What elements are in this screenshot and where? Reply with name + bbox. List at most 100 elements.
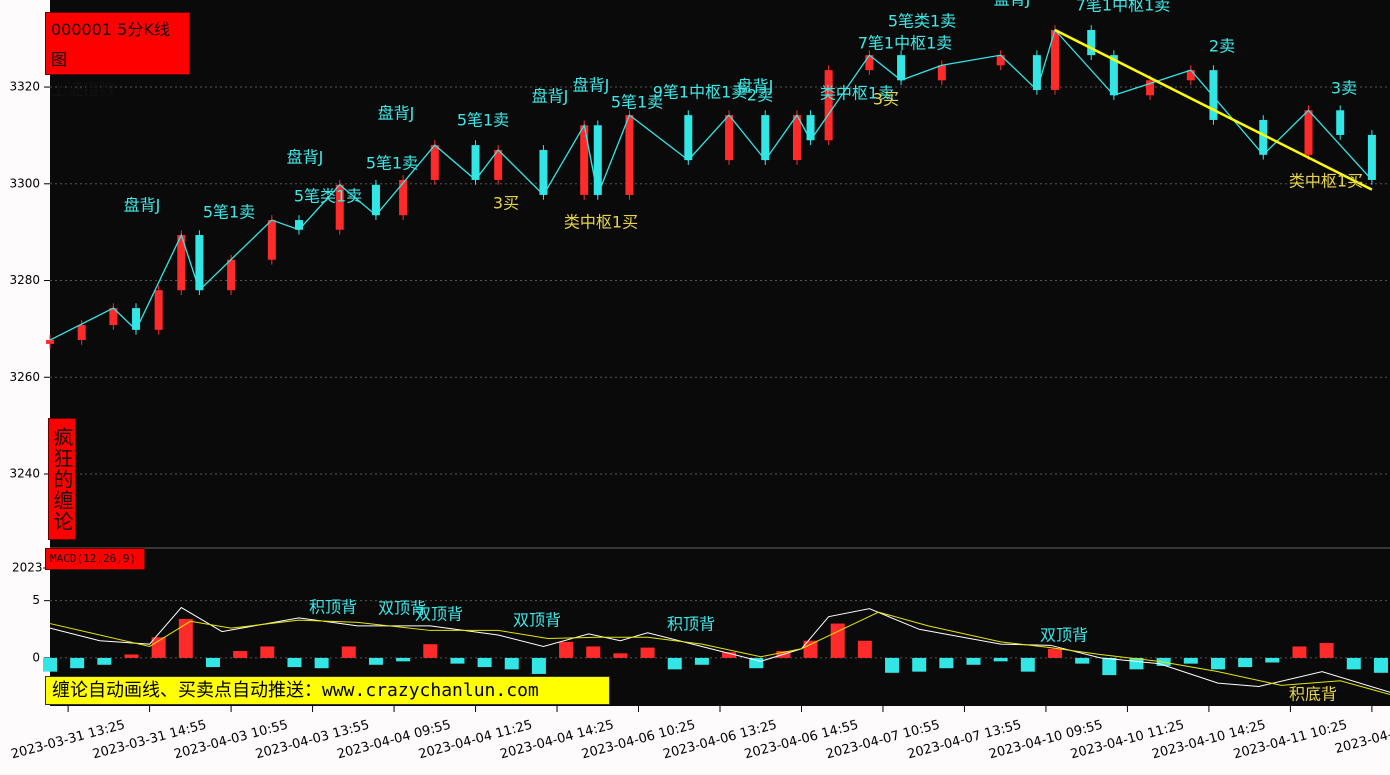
macd-bar bbox=[314, 657, 329, 669]
macd-bar bbox=[43, 657, 57, 672]
macd-bar bbox=[803, 640, 818, 658]
macd-bar bbox=[586, 646, 601, 658]
annotation: 双顶背 bbox=[513, 611, 561, 630]
candle-body bbox=[539, 149, 548, 195]
annotation: 3买 bbox=[873, 90, 899, 109]
candle-body bbox=[824, 70, 833, 141]
candle-body bbox=[1032, 55, 1041, 90]
macd-title: MACD(12,26,9) bbox=[45, 548, 145, 570]
macd-bar bbox=[531, 657, 546, 674]
y-tick-label: 0 bbox=[32, 650, 40, 664]
annotation: 积顶背 bbox=[309, 598, 357, 617]
candle-body bbox=[335, 184, 344, 230]
macd-bar bbox=[1129, 657, 1144, 670]
candle-body bbox=[154, 290, 163, 330]
candle-body bbox=[1109, 55, 1118, 96]
candle-body bbox=[1087, 29, 1096, 56]
candle-body bbox=[625, 115, 634, 195]
macd-line bbox=[49, 611, 1390, 696]
plot-background bbox=[50, 0, 1390, 706]
candle-body bbox=[430, 145, 439, 180]
macd-bar bbox=[857, 640, 872, 658]
macd-bar bbox=[1238, 657, 1253, 668]
annotation: 5笔类1卖 bbox=[888, 12, 956, 31]
macd-bar bbox=[504, 657, 519, 670]
annotation: 5笔类1卖 bbox=[294, 187, 362, 206]
stroke-line bbox=[49, 28, 1373, 341]
macd-bar bbox=[368, 657, 383, 665]
macd-bar bbox=[966, 657, 981, 665]
y-tick-label: 3320 bbox=[9, 80, 40, 94]
candle-body bbox=[471, 145, 480, 180]
macd-bar bbox=[640, 647, 655, 658]
annotation: 类中枢1卖 bbox=[820, 84, 894, 103]
candle-body bbox=[1209, 70, 1218, 120]
candle-body bbox=[593, 125, 602, 195]
annotation: 双顶背 bbox=[415, 605, 463, 624]
macd-bar bbox=[613, 653, 628, 658]
macd-bar bbox=[749, 657, 764, 669]
annotation: 5笔1卖 bbox=[203, 203, 255, 222]
macd-bar bbox=[97, 657, 112, 665]
macd-bar bbox=[260, 646, 275, 658]
candle-body bbox=[227, 259, 236, 291]
annotation: 9笔1中枢1卖 bbox=[653, 83, 748, 102]
chart-title: 000001 5分K线图 bbox=[51, 20, 170, 69]
candle-body bbox=[1336, 110, 1345, 135]
macd-bar bbox=[912, 657, 927, 672]
annotation: 盘背J bbox=[287, 148, 324, 167]
macd-bar bbox=[885, 657, 900, 673]
macd-bar bbox=[450, 657, 465, 664]
macd-bar bbox=[178, 618, 193, 658]
macd-bar bbox=[1319, 643, 1334, 658]
annotation: 5笔1卖 bbox=[366, 154, 418, 173]
annotation: 盘背J bbox=[994, 0, 1031, 9]
candle-body bbox=[725, 115, 734, 161]
candle-body bbox=[865, 55, 874, 71]
y-tick-label: 3300 bbox=[9, 176, 40, 190]
chart-subtitle: 上证指数 bbox=[51, 80, 116, 99]
macd-bar bbox=[1102, 657, 1117, 676]
annotation: 盘背J bbox=[124, 196, 161, 215]
macd-bar bbox=[1020, 657, 1035, 672]
macd-bar bbox=[124, 654, 139, 658]
macd-bar bbox=[939, 657, 954, 669]
annotation: 5笔1卖 bbox=[457, 111, 509, 130]
candle-body bbox=[195, 235, 204, 291]
annotation: 2卖 bbox=[747, 86, 773, 105]
annotation: 2卖 bbox=[1209, 37, 1235, 56]
annotation: 积顶背 bbox=[667, 615, 715, 634]
segment-line bbox=[1054, 28, 1373, 191]
annotation: 积底背 bbox=[1289, 685, 1337, 704]
macd-bar bbox=[993, 657, 1008, 662]
annotation: 5笔1卖 bbox=[611, 93, 663, 112]
candle-body bbox=[684, 115, 693, 161]
annotation: 类中枢1买 bbox=[1289, 172, 1363, 191]
candle-body bbox=[761, 115, 770, 161]
candle-body bbox=[1051, 29, 1059, 90]
y-tick-label: 3240 bbox=[9, 466, 40, 480]
macd-bar bbox=[205, 657, 220, 668]
candle-body bbox=[897, 55, 906, 81]
macd-bar bbox=[423, 644, 438, 658]
macd-bar bbox=[1346, 657, 1361, 670]
candle-body bbox=[294, 220, 303, 230]
candle-body bbox=[46, 340, 54, 344]
candle-body bbox=[1259, 119, 1268, 155]
promo-banner: 缠论自动画线、买卖点自动推送：www.crazychanlun.com bbox=[45, 676, 610, 705]
candle-body bbox=[494, 149, 503, 180]
macd-bar bbox=[1292, 646, 1307, 658]
macd-bar bbox=[722, 652, 737, 658]
candle-body bbox=[1304, 110, 1313, 155]
corner-label: 2023- bbox=[12, 561, 47, 575]
macd-bar bbox=[830, 623, 845, 658]
annotation: 双顶背 bbox=[378, 599, 426, 618]
y-tick-label: 5 bbox=[32, 593, 40, 607]
annotation: 双顶背 bbox=[1040, 626, 1088, 645]
macd-line bbox=[49, 606, 1390, 693]
candle-body bbox=[580, 125, 589, 195]
candle-body bbox=[1186, 70, 1195, 81]
annotation: 类中枢1买 bbox=[564, 213, 638, 232]
watermark: 疯狂的缠论 bbox=[48, 418, 76, 540]
